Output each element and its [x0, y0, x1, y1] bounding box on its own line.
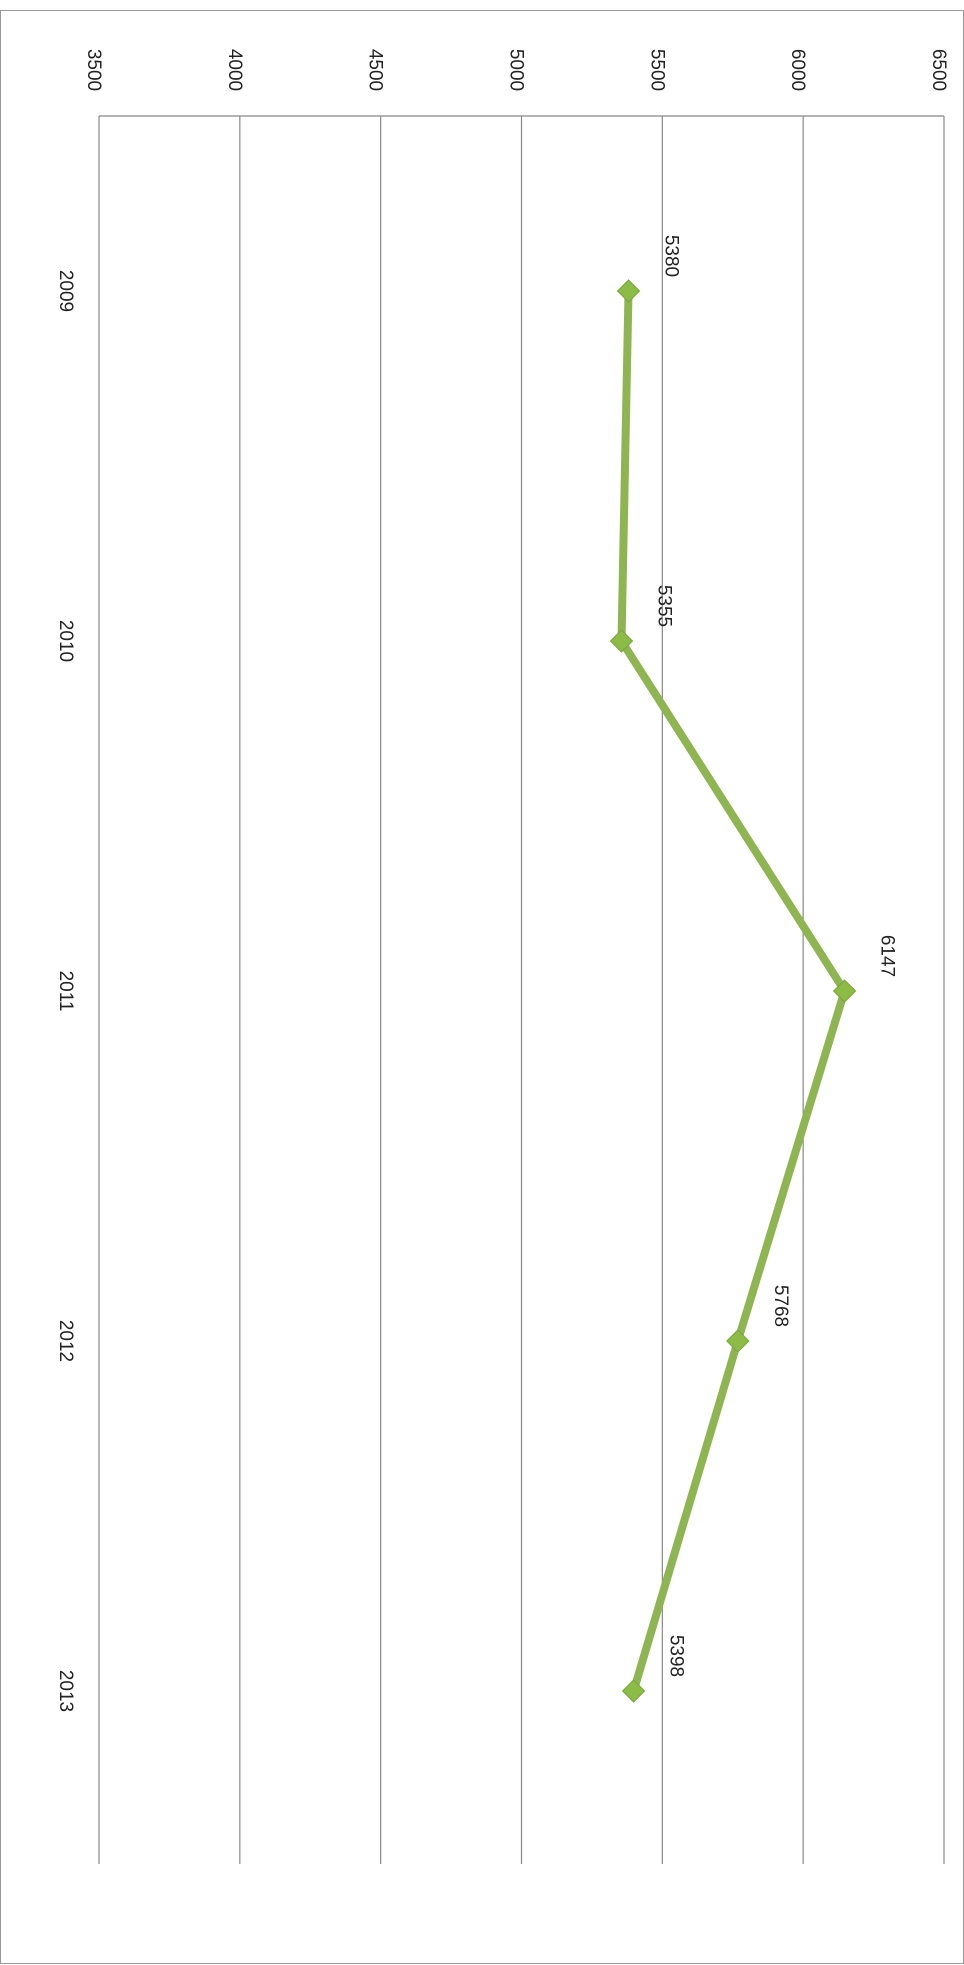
- category-label: 2010: [55, 620, 76, 662]
- value-tick-label: 6000: [787, 49, 808, 91]
- category-label: 2009: [55, 270, 76, 312]
- value-tick-label: 6500: [928, 49, 949, 91]
- data-point-marker: [609, 629, 634, 653]
- value-tick-label: 4500: [365, 49, 386, 91]
- category-axis-labels: 2009 2010 2011 2012 2013: [55, 270, 76, 1712]
- category-label: 2013: [55, 1670, 76, 1712]
- value-tick-label: 4000: [224, 49, 245, 91]
- value-tick-label: 5000: [505, 49, 526, 91]
- gridlines: [98, 115, 945, 1864]
- category-label: 2012: [55, 1320, 76, 1362]
- value-tick-label: 5500: [646, 49, 667, 91]
- data-point-marker: [726, 1329, 750, 1353]
- category-label: 2011: [55, 971, 76, 1012]
- data-label: 5398: [666, 1635, 687, 1677]
- chart-border: [0, 10, 964, 1964]
- data-label: 5355: [653, 585, 674, 627]
- data-point-marker: [621, 1679, 646, 1703]
- data-label: 5380: [661, 235, 682, 277]
- data-point-marker: [832, 979, 857, 1003]
- data-labels: 5380 5355 6147 5768 5398: [653, 235, 897, 1677]
- data-point-marker: [616, 279, 641, 303]
- series-layer: [609, 279, 857, 1703]
- data-label: 5768: [770, 1285, 791, 1327]
- data-label: 6147: [877, 935, 898, 977]
- value-tick-label: 3500: [83, 49, 104, 91]
- value-axis-ticks: 3500 4000 4500 5000 5500 6000 6500: [83, 49, 949, 91]
